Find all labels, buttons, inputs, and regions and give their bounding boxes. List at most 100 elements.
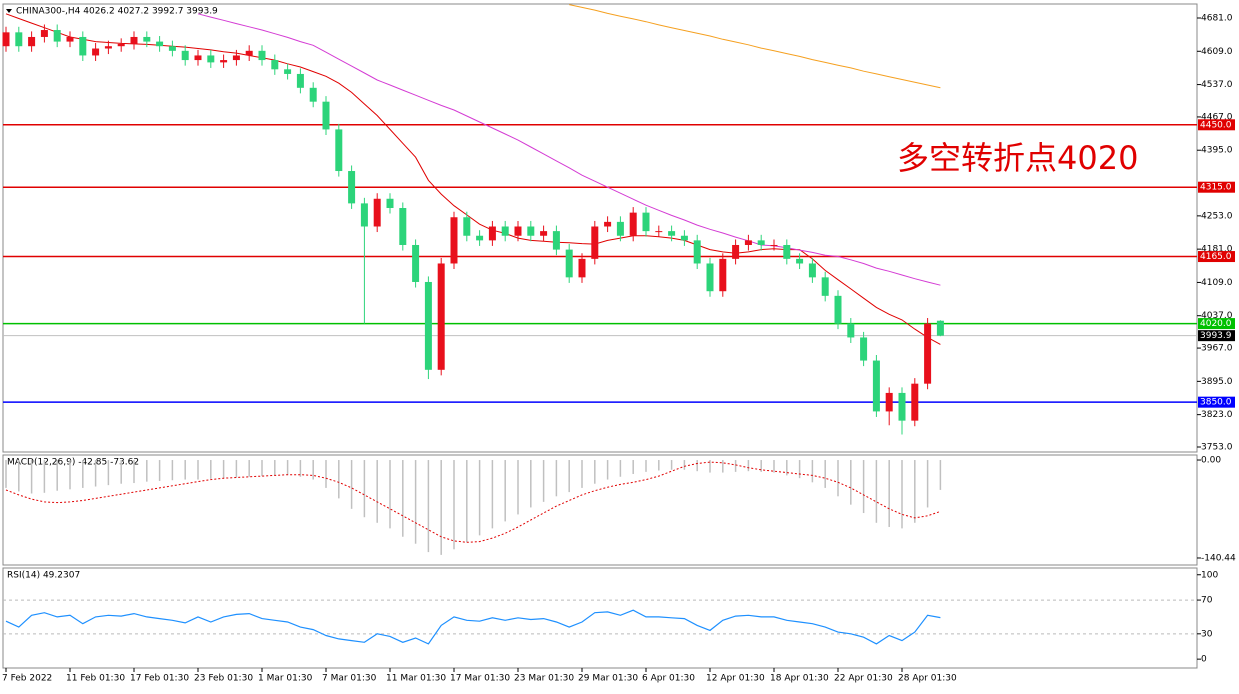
x-tick-label: 29 Mar 01:30 <box>578 674 638 684</box>
x-tick-label: 23 Mar 01:30 <box>514 674 574 684</box>
candle-body <box>744 240 752 245</box>
candle-body <box>360 203 368 227</box>
candle-body <box>92 48 100 56</box>
candle-body <box>2 32 10 47</box>
candle-body <box>476 235 484 241</box>
level-label-box <box>1198 181 1235 193</box>
candle-body <box>668 231 676 236</box>
x-tick-label: 17 Feb 01:30 <box>130 674 189 684</box>
candle-body <box>53 30 61 42</box>
rsi-line <box>5 609 941 645</box>
x-tick-label: 7 Feb 2022 <box>2 674 52 684</box>
x-tick-label: 6 Apr 01:30 <box>642 674 695 684</box>
rsi-header: RSI(14) 49.2307 <box>7 571 80 581</box>
y-tick-label: 4109.0 <box>1201 278 1233 288</box>
candle-body <box>540 231 548 236</box>
candle-body <box>732 244 740 259</box>
candle-body <box>719 258 727 292</box>
candle-body <box>655 231 663 233</box>
candle-body <box>143 36 151 42</box>
candle-body <box>15 32 23 47</box>
candle-body <box>591 226 599 259</box>
level-label-box <box>1198 251 1235 263</box>
y-tick-label: 4609.0 <box>1201 47 1233 57</box>
candle-body <box>284 69 292 74</box>
moving-average <box>569 4 941 89</box>
candle-body <box>412 244 420 282</box>
level-label: 4450.0 <box>1200 120 1232 130</box>
candle-body <box>796 258 804 264</box>
annotation: 多空转折点4020 <box>897 139 1138 177</box>
level-label: 4315.0 <box>1200 183 1232 193</box>
x-tick-label: 12 Apr 01:30 <box>706 674 765 684</box>
level-label: 3850.0 <box>1200 398 1232 408</box>
candle-body <box>168 46 176 51</box>
candle-body <box>808 263 816 278</box>
candle-body <box>860 337 868 361</box>
candle-body <box>514 226 522 236</box>
candle-body <box>770 244 778 246</box>
y-tick-label: 4395.0 <box>1201 146 1233 156</box>
candle-body <box>604 221 612 227</box>
candle-body <box>578 258 586 278</box>
macd-signal <box>5 461 941 543</box>
candle-body <box>680 235 688 241</box>
candle-body <box>104 46 112 49</box>
y-tick-label: 3967.0 <box>1201 344 1233 354</box>
candle-body <box>296 73 304 88</box>
rsi-panel <box>2 567 1198 669</box>
x-tick-label: 11 Mar 01:30 <box>386 674 446 684</box>
candle-body <box>79 36 87 56</box>
level-label-box <box>1198 318 1235 330</box>
menu-arrow <box>6 9 12 13</box>
candle-body <box>488 226 496 241</box>
y-tick-label: 4467.0 <box>1201 112 1233 122</box>
candle-body <box>258 50 266 61</box>
candle-body <box>924 323 932 384</box>
candle-body <box>693 240 701 264</box>
x-tick-label: 23 Feb 01:30 <box>194 674 253 684</box>
x-tick-label: 7 Mar 01:30 <box>322 674 377 684</box>
candle-body <box>885 392 893 412</box>
candle-body <box>527 226 535 236</box>
candle-body <box>220 60 228 63</box>
candle-body <box>821 277 829 296</box>
candle-body <box>271 60 279 70</box>
y-tick-label: 0 <box>1201 655 1207 665</box>
y-tick-label: 3753.0 <box>1201 443 1233 453</box>
main-panel <box>2 3 1198 453</box>
y-tick-label: 4037.0 <box>1201 311 1233 321</box>
last-price-box <box>1198 330 1235 342</box>
x-tick-label: 1 Mar 01:30 <box>258 674 313 684</box>
y-tick-label: 4253.0 <box>1201 211 1233 221</box>
macd-panel <box>2 454 1198 566</box>
moving-average <box>197 13 941 286</box>
y-tick-label: 4681.0 <box>1201 14 1233 24</box>
y-tick-label: 30 <box>1201 629 1213 639</box>
y-tick-label: 70 <box>1201 596 1213 606</box>
candle-body <box>245 50 253 56</box>
level-label: 4020.0 <box>1200 319 1232 329</box>
x-tick-label: 18 Apr 01:30 <box>770 674 829 684</box>
candle-body <box>66 36 74 42</box>
candle-body <box>335 129 343 172</box>
y-tick-label: 3823.0 <box>1201 410 1233 420</box>
candle-body <box>898 392 906 421</box>
candle-body <box>181 50 189 61</box>
last-price-label: 3993.9 <box>1200 331 1232 341</box>
x-tick-label: 17 Mar 01:30 <box>450 674 510 684</box>
level-label-box <box>1198 119 1235 131</box>
candle-body <box>463 217 471 236</box>
candle-body <box>936 320 944 336</box>
candle-body <box>783 244 791 259</box>
y-tick-label: 3895.0 <box>1201 377 1233 387</box>
y-tick-label: 0.00 <box>1201 456 1221 466</box>
candle-body <box>309 87 317 102</box>
candle-body <box>450 217 458 264</box>
candle-body <box>232 55 240 61</box>
candle-body <box>348 171 356 204</box>
candle-body <box>117 43 125 47</box>
macd-header: MACD(12,26,9) -42.85 -73.62 <box>7 458 139 468</box>
